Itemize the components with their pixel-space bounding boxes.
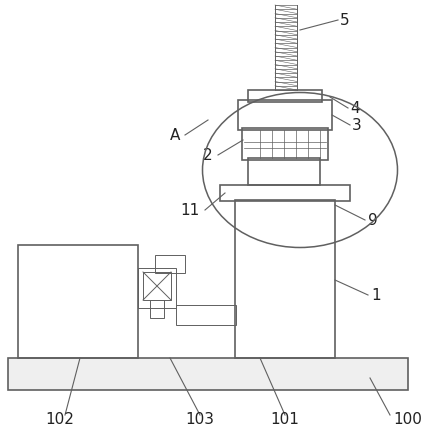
Bar	[176, 305, 236, 325]
Text: 3: 3	[352, 117, 362, 132]
Bar	[248, 90, 322, 102]
Text: 5: 5	[340, 12, 349, 27]
Text: 11: 11	[181, 202, 200, 218]
Bar	[248, 158, 320, 185]
Text: 1: 1	[371, 288, 381, 303]
Text: 102: 102	[45, 412, 75, 427]
Text: 100: 100	[393, 412, 421, 427]
Bar	[238, 100, 332, 130]
Text: 103: 103	[186, 412, 215, 427]
Text: 2: 2	[203, 148, 212, 163]
Bar	[143, 272, 171, 300]
Text: A: A	[170, 128, 180, 143]
Text: 101: 101	[271, 412, 299, 427]
Bar	[150, 300, 164, 318]
Bar	[18, 245, 138, 358]
Bar	[138, 268, 176, 308]
Bar	[242, 128, 328, 160]
Bar	[8, 358, 408, 390]
Bar	[155, 255, 185, 273]
Text: 4: 4	[350, 101, 360, 116]
Bar	[235, 200, 335, 358]
Text: 9: 9	[368, 213, 378, 228]
Bar	[220, 185, 350, 201]
